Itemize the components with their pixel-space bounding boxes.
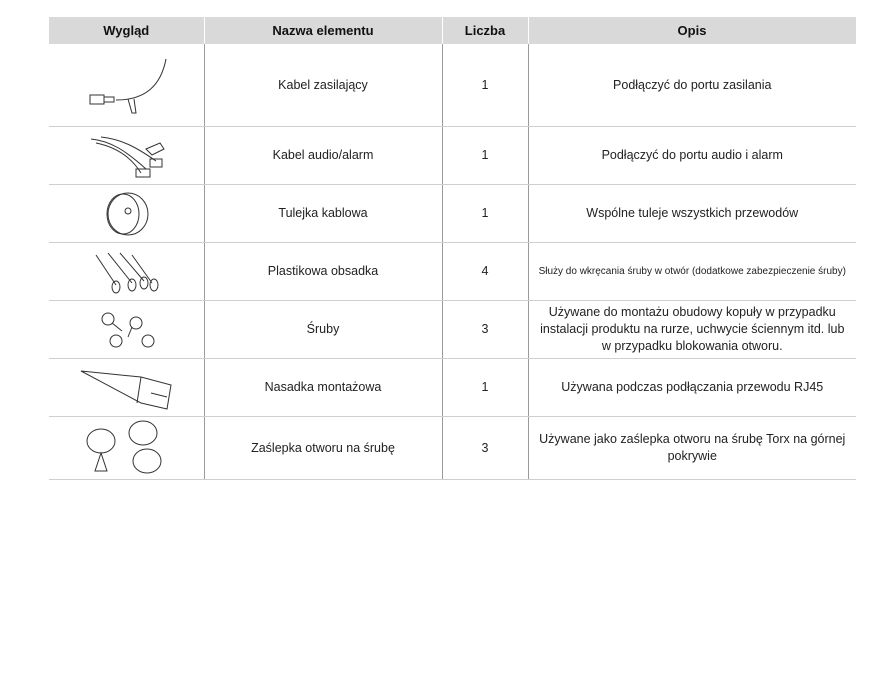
image-cell <box>49 358 204 417</box>
cell: Plastikowa obsadka <box>203 242 442 301</box>
header-cell: Liczba <box>442 17 529 44</box>
cell: Używane jako zaślepka otworu na śrubę To… <box>528 416 856 480</box>
image-cell <box>49 44 204 127</box>
cell: Używana podczas podłączania przewodu RJ4… <box>528 358 856 417</box>
header-cell: Nazwa elementu <box>204 17 443 44</box>
screws-icon <box>101 312 155 347</box>
cell: Śruby <box>203 300 442 359</box>
header-cell: Opis <box>528 17 857 44</box>
cap-icon <box>81 370 172 410</box>
image-cell <box>49 126 204 185</box>
grommet-icon <box>106 192 149 235</box>
cell: Zaślepka otworu na śrubę <box>203 416 442 480</box>
cell: 3 <box>441 300 529 359</box>
plug-icon <box>86 420 162 474</box>
cell: Nasadka montażowa <box>203 358 442 417</box>
cell: 1 <box>441 358 529 417</box>
cell: Używane do montażu obudowy kopuły w przy… <box>528 300 856 359</box>
cell: 4 <box>441 242 529 301</box>
cell: 1 <box>441 126 529 185</box>
cell: Kabel zasilający <box>203 44 442 127</box>
audio-cable-icon <box>91 136 165 177</box>
cell: 1 <box>441 184 529 243</box>
power-cable-icon <box>89 58 167 114</box>
cell: 3 <box>441 416 529 480</box>
header-row: Wygląd Nazwa elementu Liczba Opis <box>49 17 857 44</box>
cell: 1 <box>441 44 529 127</box>
cell: Podłączyć do portu zasilania <box>528 44 856 127</box>
header-cell: Wygląd <box>49 17 205 44</box>
cell: Podłączyć do portu audio i alarm <box>528 126 856 185</box>
image-cell <box>49 242 204 301</box>
cell: Tulejka kablowa <box>203 184 442 243</box>
cell: Kabel audio/alarm <box>203 126 442 185</box>
cell: Służy do wkręcania śruby w otwór (dodatk… <box>528 242 856 301</box>
cell: Wspólne tuleje wszystkich przewodów <box>528 184 856 243</box>
anchor-icon <box>95 252 159 293</box>
image-cell <box>49 416 204 480</box>
items-table: Wygląd Nazwa elementu Liczba Opis Kabel … <box>49 17 857 480</box>
image-cell <box>49 300 204 359</box>
image-cell <box>49 184 204 243</box>
